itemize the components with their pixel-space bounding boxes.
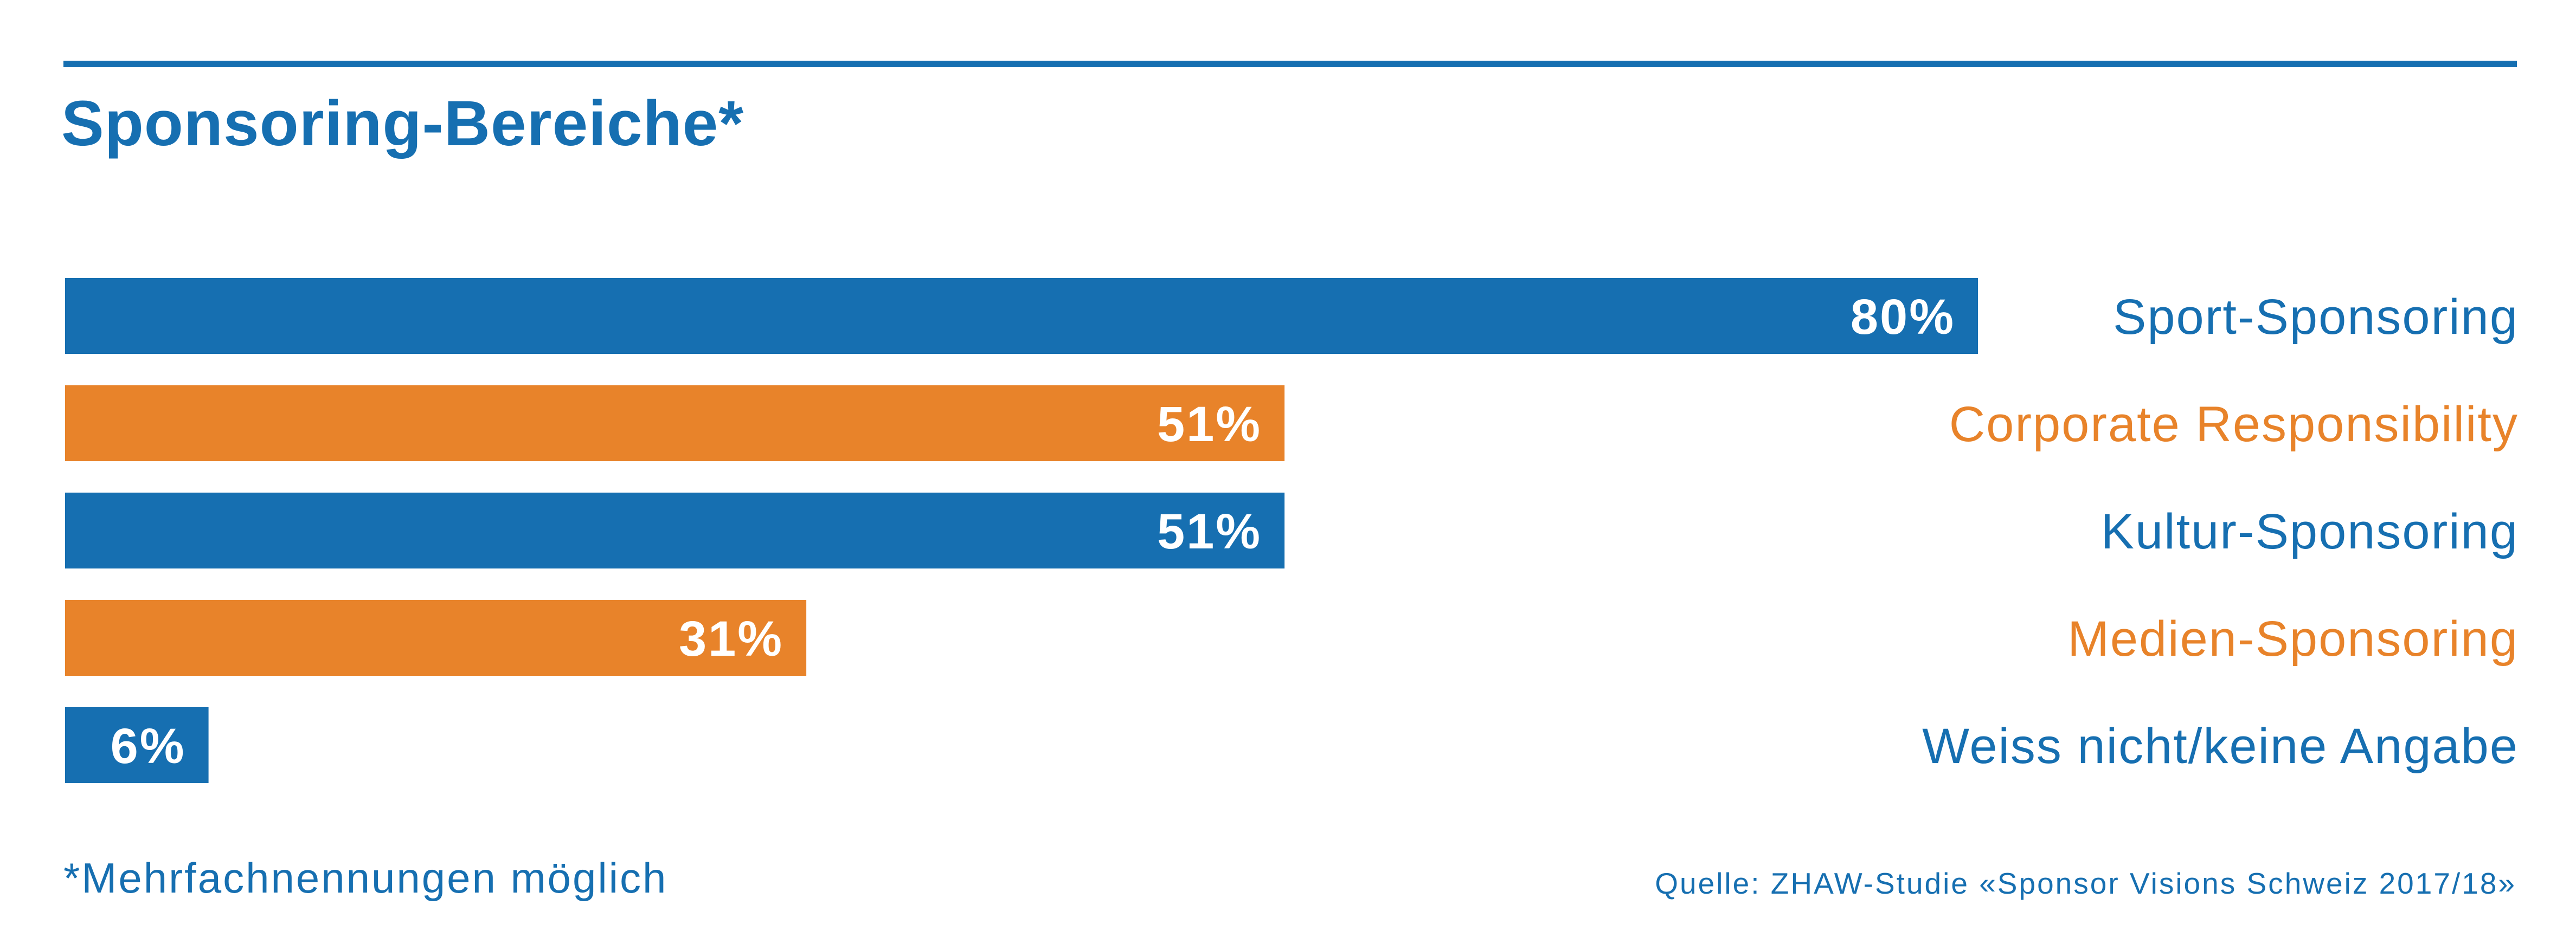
bar-1 xyxy=(65,278,1978,354)
category-label-4: Medien-Sponsoring xyxy=(2067,611,2519,667)
category-label-5: Weiss nicht/keine Angabe xyxy=(1922,719,2519,774)
bars-group: 80% Sport-Sponsoring 51% Corporate Responsi… xyxy=(65,278,2519,783)
footnote: *Mehrfachnennungen möglich xyxy=(63,854,668,902)
category-label-1: Sport-Sponsoring xyxy=(2113,289,2519,345)
bar-value-label-1: 80% xyxy=(1851,289,1955,345)
bar-value-label-4: 31% xyxy=(679,611,783,667)
source-note: Quelle: ZHAW-Studie «Sponsor Visions Sch… xyxy=(1655,867,2516,900)
bar-5 xyxy=(65,707,209,783)
category-label-3: Kultur-Sponsoring xyxy=(2101,504,2519,559)
category-label-2: Corporate Responsibility xyxy=(1949,397,2519,452)
bar-3 xyxy=(65,493,1285,568)
bar-value-label-2: 51% xyxy=(1157,397,1262,452)
bar-value-label-3: 51% xyxy=(1157,504,1262,559)
bar-2 xyxy=(65,385,1285,461)
chart-title: Sponsoring-Bereiche* xyxy=(61,88,744,159)
bar-value-label-5: 6% xyxy=(111,719,186,774)
top-rule xyxy=(63,61,2517,67)
bar-4 xyxy=(65,600,807,676)
